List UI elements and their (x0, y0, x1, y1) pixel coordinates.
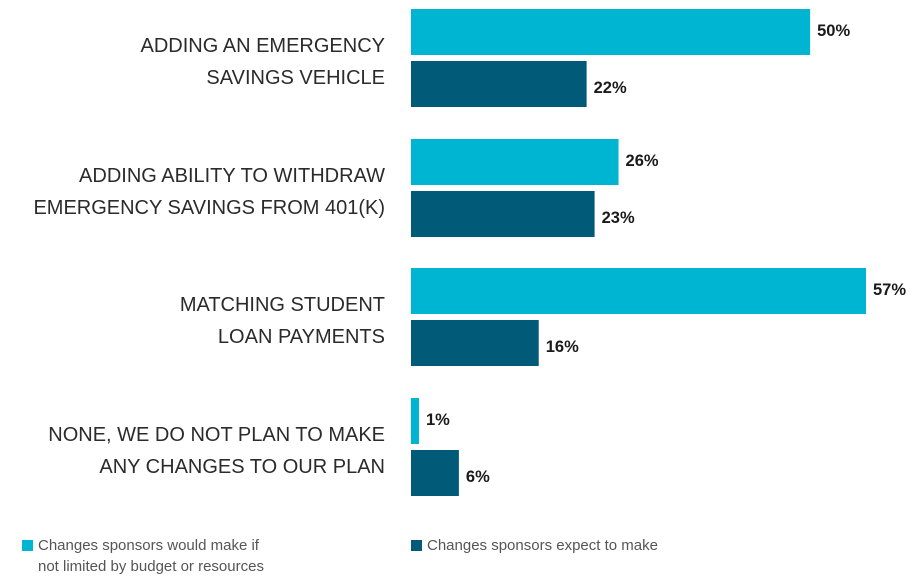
category-label-line: MATCHING STUDENT (180, 294, 385, 316)
data-label-would-make-adding-ability-to-withdraw-emergency-savings-from-401-k: 26% (626, 152, 659, 170)
data-label-would-make-adding-an-emergency-savings-vehicle: 50% (817, 22, 850, 40)
legend-swatch-would-make (22, 540, 33, 551)
category-label-adding-ability-to-withdraw-emergency-savings-from-401-k: ADDING ABILITY TO WITHDRAW EMERGENCY SAVI… (33, 165, 385, 219)
data-label-expect-to-make-adding-an-emergency-savings-vehicle: 22% (594, 79, 627, 97)
bar-would-make-adding-an-emergency-savings-vehicle (411, 9, 811, 55)
legend-label-would-make-line2: not limited by budget or resources (38, 558, 264, 575)
bar-would-make-adding-ability-to-withdraw-emergency-savings-from-401-k (411, 139, 619, 185)
bar-would-make-matching-student-loan-payments (411, 268, 866, 314)
category-label-line: NONE, WE DO NOT PLAN TO MAKE (48, 424, 385, 446)
category-label-line: LOAN PAYMENTS (218, 326, 385, 348)
legend-label-expect-to-make: Changes sponsors expect to make (427, 537, 658, 554)
category-label-line: SAVINGS VEHICLE (206, 67, 385, 89)
category-label-line: EMERGENCY SAVINGS FROM 401(K) (33, 197, 385, 219)
bar-expect-to-make-none-we-do-not-plan-to-make-any-changes-to-our-plan (411, 450, 459, 496)
data-label-expect-to-make-matching-student-loan-payments: 16% (546, 338, 579, 356)
data-label-would-make-none-we-do-not-plan-to-make-any-changes-to-our-plan: 1% (426, 411, 450, 429)
data-label-expect-to-make-adding-ability-to-withdraw-emergency-savings-from-401-k: 23% (602, 209, 635, 227)
category-label-matching-student-loan-payments: MATCHING STUDENT LOAN PAYMENTS (180, 294, 385, 348)
category-label-line: ANY CHANGES TO OUR PLAN (99, 456, 385, 478)
legend-swatch-expect-to-make (411, 540, 422, 551)
category-label-adding-an-emergency-savings-vehicle: ADDING AN EMERGENCY SAVINGS VEHICLE (141, 35, 385, 89)
legend-label-would-make-line1: Changes sponsors would make if (38, 537, 259, 554)
bar-would-make-none-we-do-not-plan-to-make-any-changes-to-our-plan (411, 398, 419, 444)
category-label-line: ADDING ABILITY TO WITHDRAW (79, 165, 385, 187)
legend-item-would-make: Changes sponsors would make if not limit… (22, 535, 322, 577)
bar-expect-to-make-adding-an-emergency-savings-vehicle (411, 61, 587, 107)
category-label-line: ADDING AN EMERGENCY (141, 35, 385, 57)
data-label-would-make-matching-student-loan-payments: 57% (873, 281, 906, 299)
data-label-expect-to-make-none-we-do-not-plan-to-make-any-changes-to-our-plan: 6% (466, 468, 490, 486)
bar-expect-to-make-matching-student-loan-payments (411, 320, 539, 366)
bar-expect-to-make-adding-ability-to-withdraw-emergency-savings-from-401-k (411, 191, 595, 237)
legend-item-expect-to-make: Changes sponsors expect to make (411, 535, 731, 556)
category-label-none-we-do-not-plan-to-make-any-changes-to-our-plan: NONE, WE DO NOT PLAN TO MAKE ANY CHANGES … (48, 424, 385, 478)
